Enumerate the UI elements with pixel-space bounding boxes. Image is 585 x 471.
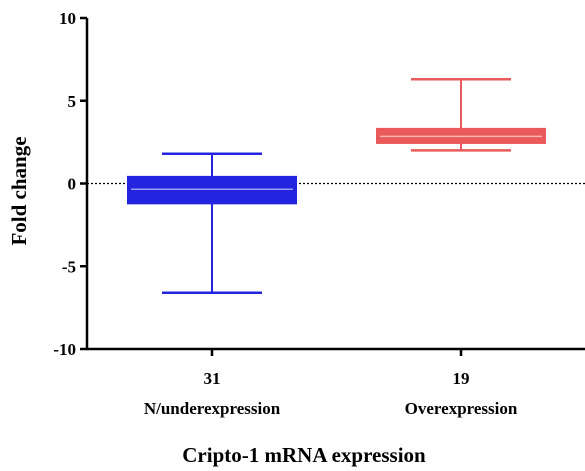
x-tick-label: N/underexpression xyxy=(144,399,281,418)
box-iqr xyxy=(127,175,297,205)
x-tick-count: 19 xyxy=(453,369,470,388)
y-axis-title: Fold change xyxy=(7,136,31,245)
y-ticks: 10 5 0 -5 -10 xyxy=(53,9,87,359)
x-tick-count: 31 xyxy=(204,369,221,388)
y-tick-label: -5 xyxy=(62,257,76,276)
x-tick-label: Overexpression xyxy=(405,399,518,418)
y-tick-label: 5 xyxy=(68,92,77,111)
boxes xyxy=(127,77,546,294)
y-tick-label: -10 xyxy=(53,340,76,359)
x-ticks: 31 N/underexpression 19 Overexpression xyxy=(144,349,518,418)
x-axis-title: Cripto-1 mRNA expression xyxy=(182,443,426,467)
y-tick-label: 10 xyxy=(59,9,76,28)
y-tick-label: 0 xyxy=(68,175,77,194)
